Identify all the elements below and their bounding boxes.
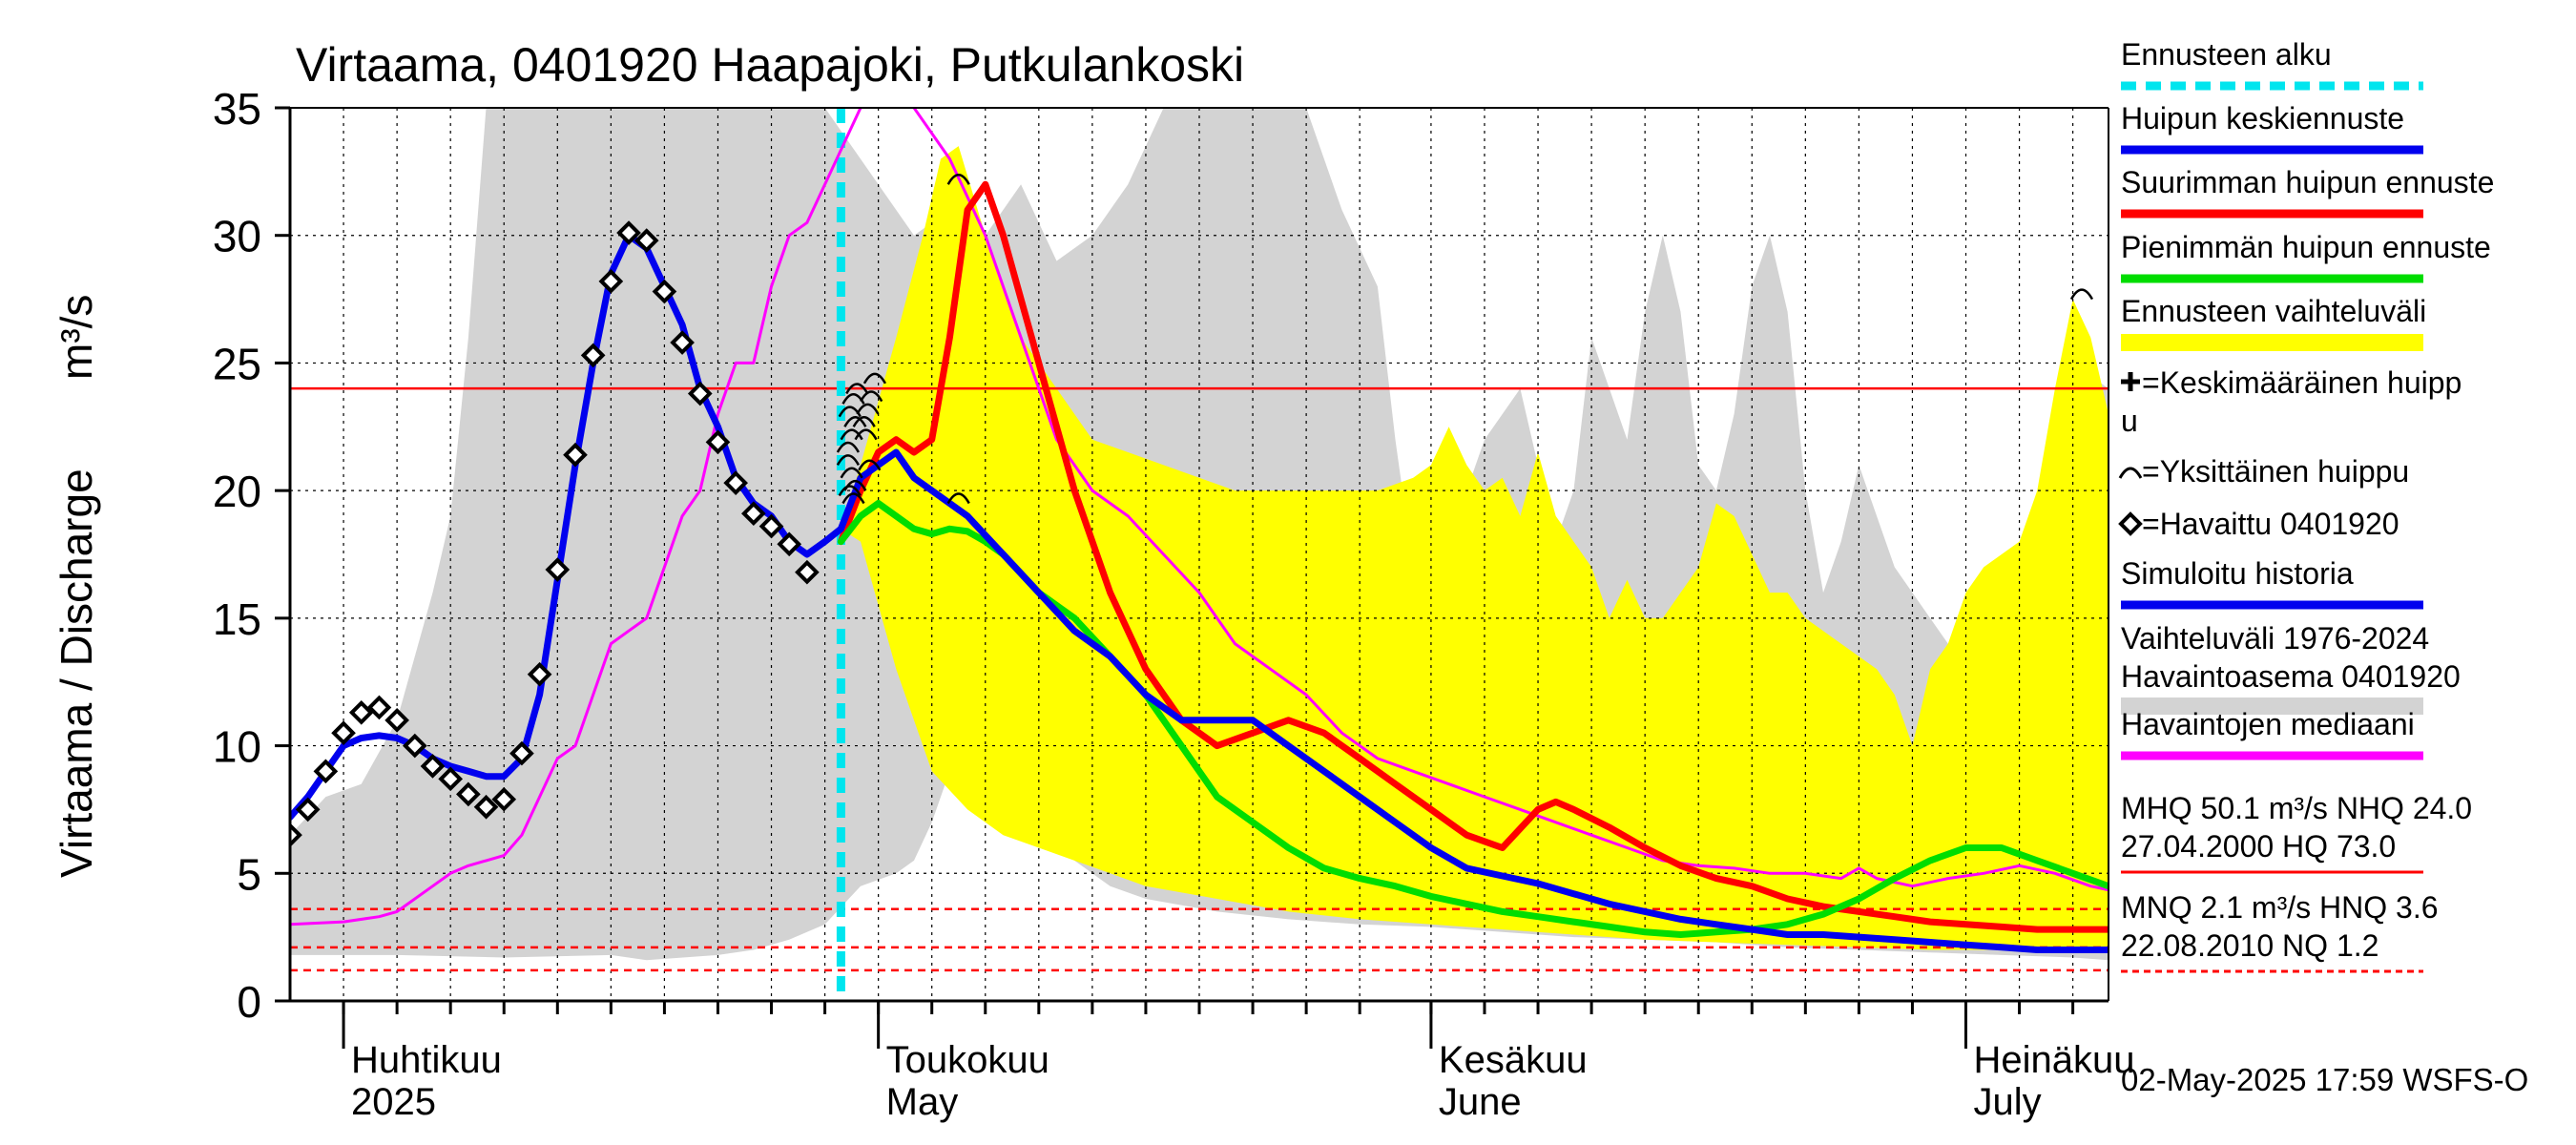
y-tick-label: 35 — [213, 84, 261, 134]
legend-vaihteluv-li-1976-2024-havaintoasema-0401920-swatch — [2121, 697, 2423, 715]
ensemble-peak-marker — [852, 416, 876, 427]
y-tick-label: 5 — [237, 849, 261, 899]
observed-point — [563, 442, 588, 468]
legend-havaintojen-mediaani-label: Havaintojen mediaani — [2121, 707, 2415, 741]
y-tick-label: 30 — [213, 212, 261, 261]
observed-point — [795, 559, 820, 585]
legend--keskim-r-inen-huippu-label: =Keskimääräinen huipp — [2142, 365, 2462, 400]
ensemble-peak-marker — [843, 416, 867, 427]
legend--havaittu-0401920-symbol — [2118, 511, 2143, 536]
x-month-label: Heinäkuu — [1974, 1039, 2135, 1081]
ensemble-peak-marker — [836, 441, 860, 453]
observed-point — [758, 513, 784, 539]
legend--keskim-r-inen-huippu-label2: u — [2121, 404, 2138, 438]
x-month-sublabel: July — [1974, 1081, 2042, 1123]
series-line-pienimm-n-huipun-ennuste — [837, 500, 2109, 938]
ensemble-peak-marker — [858, 459, 882, 471]
ensemble-peak-marker — [840, 467, 863, 479]
x-month-label: Kesäkuu — [1439, 1039, 1588, 1081]
y-tick-label: 20 — [213, 467, 261, 516]
observed-point — [527, 661, 552, 687]
forecast-range-band — [841, 146, 2109, 953]
legend-vaihteluv-li-1976-2024-havaintoasema-0401920-label2: Havaintoasema 0401920 — [2121, 659, 2461, 694]
y-tick-label: 25 — [213, 339, 261, 388]
observed-point — [634, 228, 659, 253]
observed-point — [290, 822, 302, 847]
ensemble-peak-marker — [946, 174, 970, 185]
legend-pienimm-n-huipun-ennuste-label: Pienimmän huipun ennuste — [2121, 230, 2491, 264]
observed-point — [384, 708, 409, 733]
observed-point — [456, 781, 481, 807]
legend-mnq-2-1-m-s-hnq-3-622-08-2010-nq-1-2-label: MNQ 2.1 m³/s HNQ 3.6 — [2121, 890, 2439, 925]
observed-point — [438, 766, 464, 792]
series-line-havaintojen-mediaani — [290, 108, 2109, 926]
legend-mhq-50-1-m-s-nhq-24-027-04-2000-hq-73-0-label2: 27.04.2000 HQ 73.0 — [2121, 829, 2396, 864]
legend-mhq-50-1-m-s-nhq-24-027-04-2000-hq-73-0-label: MHQ 50.1 m³/s NHQ 24.0 — [2121, 791, 2472, 825]
x-month-sublabel: June — [1439, 1081, 1522, 1123]
x-month-label: Huhtikuu — [351, 1039, 502, 1081]
observed-point — [777, 531, 802, 557]
ensemble-peak-marker — [840, 428, 863, 441]
chart-title: Virtaama, 0401920 Haapajoki, Putkulankos… — [296, 38, 1244, 92]
legend-ennusteen-alku-label: Ennusteen alku — [2121, 37, 2332, 72]
observed-point — [723, 470, 748, 495]
legend-ennusteen-vaihteluv-li-label: Ennusteen vaihteluväli — [2121, 294, 2426, 328]
observed-point — [366, 695, 392, 720]
ensemble-peak-marker — [946, 492, 970, 505]
legend--yksitt-inen-huippu-label: =Yksittäinen huippu — [2142, 454, 2409, 489]
observed-point — [295, 797, 321, 822]
legend--havaittu-0401920-label: =Havaittu 0401920 — [2142, 507, 2399, 541]
y-axis-unit: m³/s — [52, 295, 101, 380]
y-tick-label: 0 — [237, 977, 261, 1027]
observed-point — [348, 699, 374, 725]
observed-point — [491, 786, 517, 812]
observed-point — [509, 740, 534, 766]
footer-timestamp: 02-May-2025 17:59 WSFS-O — [2121, 1062, 2528, 1097]
ensemble-peak-marker — [862, 372, 887, 385]
ensemble-peak-marker — [845, 383, 869, 395]
ensemble-peak-marker — [856, 403, 880, 415]
observed-point — [580, 343, 606, 368]
observed-point — [331, 720, 356, 746]
observed-point — [616, 220, 641, 245]
x-month-sublabel: 2025 — [351, 1081, 436, 1123]
legend-suurimman-huipun-ennuste-label: Suurimman huipun ennuste — [2121, 165, 2494, 199]
y-tick-label: 15 — [213, 594, 261, 644]
legend-huipun-keskiennuste-label: Huipun keskiennuste — [2121, 101, 2404, 135]
observed-point — [670, 330, 695, 355]
ensemble-peak-marker — [838, 485, 862, 497]
series-line-huipun-keskiennuste — [290, 232, 2109, 953]
ensemble-peak-marker — [841, 492, 865, 505]
observed-point — [545, 557, 571, 582]
legend-simuloitu-historia-label: Simuloitu historia — [2121, 556, 2354, 591]
ensemble-peak-marker — [860, 390, 883, 403]
observed-point — [598, 269, 624, 294]
observed-point — [687, 381, 713, 406]
legend-vaihteluv-li-1976-2024-havaintoasema-0401920-label: Vaihteluväli 1976-2024 — [2121, 621, 2429, 656]
ensemble-peak-marker — [836, 454, 860, 467]
legend-ennusteen-vaihteluv-li-swatch — [2121, 334, 2423, 351]
series-line-suurimman-huipun-ennuste — [837, 180, 2109, 933]
y-tick-label: 10 — [213, 722, 261, 772]
observed-point — [705, 429, 731, 455]
observed-point — [741, 501, 766, 527]
observed-point — [402, 733, 427, 759]
x-month-label: Toukokuu — [886, 1039, 1049, 1081]
y-axis-label: Virtaama / Discharge — [52, 468, 101, 878]
observed-point — [313, 759, 339, 784]
legend--keskim-r-inen-huippu-symbol — [2121, 372, 2140, 391]
ensemble-peak-marker — [854, 428, 878, 441]
ensemble-peak-marker — [2069, 288, 2094, 301]
observed-point — [473, 794, 499, 820]
legend--yksitt-inen-huippu-symbol — [2118, 467, 2143, 479]
observed-point — [652, 279, 677, 304]
x-month-sublabel: May — [886, 1081, 959, 1123]
legend-mnq-2-1-m-s-hnq-3-622-08-2010-nq-1-2-label2: 22.08.2010 NQ 1.2 — [2121, 928, 2379, 963]
observed-point — [420, 754, 446, 779]
